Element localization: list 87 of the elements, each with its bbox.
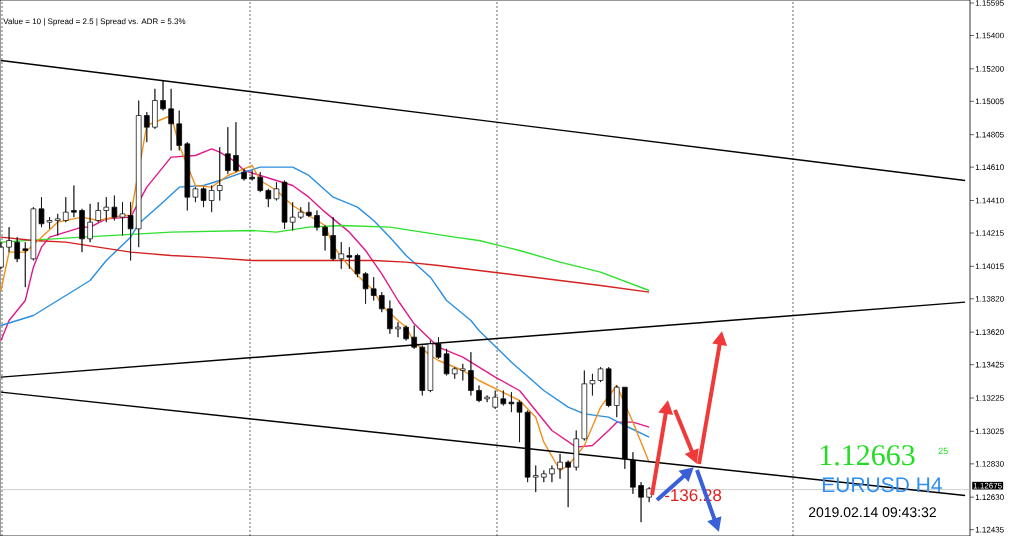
candlestick: [95, 201, 101, 223]
y-tick-label: 1.14015: [975, 263, 1004, 270]
y-tick-label: 1.14610: [975, 164, 1004, 170]
candlestick: [160, 80, 166, 111]
candlestick: [184, 141, 191, 211]
candlestick: [508, 391, 515, 413]
annotation: 2019.02.14 09:43:32: [808, 507, 936, 518]
candlestick: [557, 453, 563, 480]
candlestick: [216, 146, 223, 201]
candlestick: [46, 216, 53, 230]
candlestick: [605, 366, 612, 408]
y-tick-label: 1.14215: [975, 230, 1004, 236]
candlestick: [71, 185, 77, 218]
y-tick-label: 1.12830: [975, 461, 1004, 467]
candlestick: [38, 196, 45, 228]
candlestick: [233, 121, 239, 173]
candlestick: [6, 226, 12, 253]
candlestick: [549, 465, 555, 483]
candlestick: [144, 111, 150, 143]
candlestick: [468, 351, 474, 396]
candlestick: [338, 241, 345, 270]
candlestick: [581, 370, 588, 441]
candlestick: [257, 171, 264, 193]
candlestick: [435, 336, 442, 360]
y-tick-label: 1.14805: [975, 131, 1004, 138]
y-tick-label: 1.15595: [975, 0, 1004, 6]
y-tick-label: 1.13025: [975, 428, 1004, 435]
y-tick-label: 1.15005: [975, 98, 1004, 105]
candlestick: [403, 325, 409, 341]
candlestick: [208, 185, 215, 213]
candlestick: [565, 460, 571, 508]
candlestick: [314, 210, 320, 231]
candlestick: [573, 430, 580, 471]
y-tick-label: 1.12630: [975, 494, 1004, 500]
ref-line-label: 1.12675: [973, 482, 1002, 489]
candlestick: [516, 400, 523, 443]
candlestick: [289, 201, 296, 231]
y-tick-label: 1.15400: [975, 32, 1004, 39]
annotation: 25: [938, 447, 948, 455]
y-tick-label: 1.14410: [975, 197, 1004, 204]
candlestick: [306, 201, 312, 218]
y-tick-label: 1.12435: [975, 526, 1004, 533]
candlestick: [460, 363, 466, 381]
candlestick: [443, 348, 450, 376]
candlestick: [54, 213, 61, 236]
annotation: Value = 10 | Spread = 2.5 | Spread vs. ADR = 5.3%: [3, 18, 186, 26]
candlestick: [370, 276, 377, 301]
candlestick: [152, 88, 158, 130]
candlestick: [225, 126, 231, 175]
annotation: 1.12663: [820, 445, 915, 466]
y-tick-label: 1.13620: [975, 329, 1004, 335]
candlestick: [476, 385, 482, 403]
candlestick: [30, 206, 37, 261]
candlestick: [79, 208, 85, 253]
candlestick: [500, 390, 507, 406]
y-tick-label: 1.13425: [975, 361, 1004, 368]
candlestick: [541, 470, 547, 483]
candlestick: [14, 236, 20, 263]
candlestick: [87, 203, 93, 243]
candlestick: [322, 225, 328, 251]
candlestick: [451, 366, 458, 380]
candlestick: [297, 206, 304, 220]
candlestick: [346, 246, 353, 270]
candlestick: [524, 410, 531, 483]
candlestick: [330, 216, 336, 261]
candlestick: [241, 168, 247, 181]
y-tick-label: 1.13820: [975, 296, 1004, 302]
candlestick: [168, 88, 174, 151]
y-tick-label: 1.13225: [975, 395, 1004, 401]
candlestick: [484, 395, 490, 403]
candlestick: [387, 300, 393, 335]
candlestick: [111, 195, 118, 221]
candlestick: [532, 465, 539, 493]
candlestick: [613, 385, 620, 418]
y-tick-label: 1.15200: [975, 66, 1004, 72]
candlestick: [22, 241, 29, 288]
candlestick: [119, 201, 126, 236]
candlestick: [411, 325, 417, 350]
candlestick: [127, 201, 134, 261]
candlestick: [63, 196, 69, 223]
candlestick: [638, 481, 644, 523]
candlestick: [135, 100, 142, 248]
candlestick: [103, 196, 110, 223]
candlestick: [176, 110, 183, 151]
candlestick: [265, 188, 272, 208]
candlestick: [395, 321, 401, 338]
candlestick: [379, 291, 385, 313]
